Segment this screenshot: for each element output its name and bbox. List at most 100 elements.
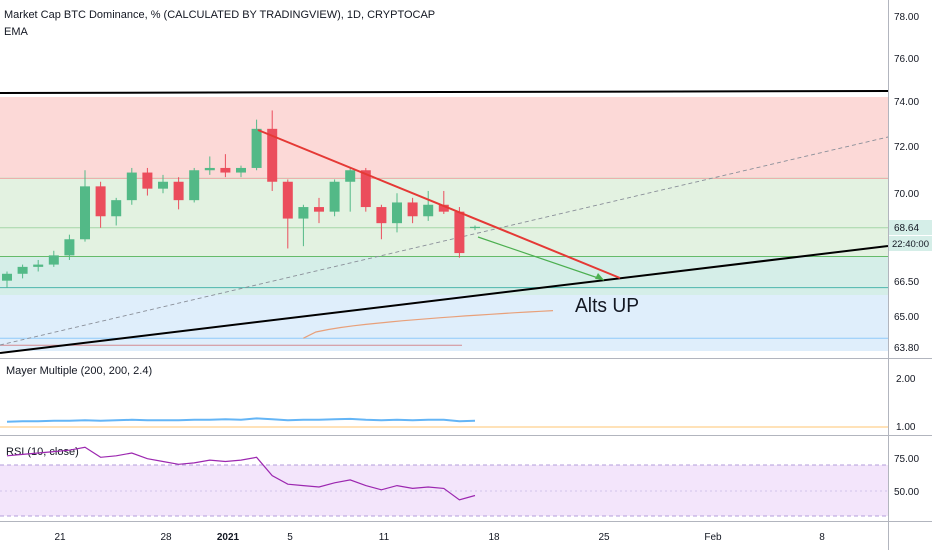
- candle-body: [236, 167, 246, 173]
- countdown-label: 22:40:00: [892, 239, 929, 250]
- candle-body: [158, 181, 168, 189]
- candle: [314, 197, 324, 224]
- candle: [80, 170, 90, 242]
- dashed-trend-line[interactable]: [0, 136, 889, 346]
- price-axis[interactable]: 78.00 76.00 74.00 72.00 70.00 66.50 65.0…: [889, 12, 932, 498]
- candle: [423, 190, 434, 221]
- current-price-label: 68.64: [894, 223, 919, 234]
- arrowhead-icon: [595, 273, 604, 280]
- candle: [470, 225, 480, 231]
- price-tick: 70.00: [894, 189, 919, 200]
- rsi-label[interactable]: RSI (10, close): [6, 446, 79, 458]
- mayer-tick: 1.00: [896, 422, 916, 433]
- candle-body: [376, 207, 387, 224]
- candle-body: [407, 202, 418, 217]
- candle-body: [423, 204, 434, 217]
- price-tick: 72.00: [894, 142, 919, 153]
- price-tick: 74.00: [894, 97, 919, 108]
- ema-curve: [303, 310, 554, 339]
- candle-body: [438, 204, 449, 212]
- candle: [376, 204, 387, 240]
- candle-body: [251, 128, 262, 168]
- time-tick: 25: [598, 532, 610, 543]
- top-horizontal-line[interactable]: [0, 90, 889, 94]
- candle: [17, 264, 28, 279]
- time-tick: Feb: [704, 532, 722, 543]
- time-tick: 18: [488, 532, 500, 543]
- rsi-band: [0, 465, 888, 516]
- candle: [220, 154, 231, 178]
- candle: [111, 197, 122, 226]
- rising-support-line[interactable]: [0, 245, 889, 354]
- candle: [158, 174, 168, 194]
- candle-body: [360, 170, 371, 208]
- candle: [189, 167, 200, 203]
- candle-body: [173, 181, 184, 201]
- candle: [64, 234, 75, 260]
- candle-body: [314, 207, 324, 212]
- mayer-tick: 2.00: [896, 374, 916, 385]
- candle-body: [470, 226, 480, 229]
- candle: [95, 181, 106, 228]
- candle: [392, 193, 402, 233]
- candle: [345, 167, 356, 212]
- mayer-label[interactable]: Mayer Multiple (200, 200, 2.4): [6, 365, 152, 377]
- candle-body: [17, 266, 28, 274]
- candle-body: [95, 186, 106, 217]
- candle: [2, 271, 12, 288]
- candles: [2, 110, 480, 288]
- current-price-badge: [889, 220, 932, 235]
- price-tick: 78.00: [894, 12, 919, 23]
- candle-body: [80, 186, 90, 240]
- price-tick: 65.00: [894, 312, 919, 323]
- candle: [142, 167, 153, 196]
- candle: [251, 119, 262, 171]
- mayer-series: [6, 417, 476, 423]
- descending-trend-line[interactable]: [257, 129, 621, 279]
- candle-body: [2, 273, 12, 281]
- annotation-alts-up[interactable]: Alts UP: [575, 295, 639, 317]
- candle: [454, 207, 465, 258]
- candle: [360, 167, 371, 212]
- candle: [126, 167, 137, 205]
- rsi-tick: 50.00: [894, 487, 919, 498]
- ema-indicator-label[interactable]: EMA: [4, 26, 28, 38]
- time-tick: 2021: [217, 532, 240, 543]
- candle: [329, 179, 340, 217]
- rsi-line: [6, 446, 476, 501]
- price-tick: 66.50: [894, 277, 919, 288]
- candle-body: [64, 239, 75, 256]
- projection-arrow[interactable]: [477, 236, 605, 281]
- candle-body: [298, 207, 309, 219]
- chart-title: Market Cap BTC Dominance, % (CALCULATED …: [4, 9, 436, 21]
- ema-line: [303, 310, 554, 339]
- candle-body: [204, 167, 215, 171]
- candle-body: [126, 172, 137, 201]
- countdown-badge: [889, 236, 932, 251]
- candle: [48, 250, 59, 267]
- candle: [236, 165, 246, 178]
- price-tick: 76.00: [894, 54, 919, 65]
- time-tick: 21: [54, 532, 66, 543]
- candle-body: [33, 264, 44, 267]
- candle-body: [329, 181, 340, 212]
- candle-body: [220, 167, 231, 173]
- candle: [173, 177, 184, 210]
- candle-body: [282, 181, 293, 219]
- candle-body: [454, 211, 465, 254]
- rsi-series: [6, 446, 476, 501]
- candle: [33, 259, 44, 272]
- candle: [204, 156, 215, 175]
- mayer-line: [6, 417, 476, 423]
- candle-body: [345, 170, 356, 182]
- candle-body: [142, 172, 153, 189]
- time-axis[interactable]: 21 28 2021 5 11 18 25 Feb 8: [54, 532, 825, 543]
- candle-body: [111, 200, 122, 217]
- time-tick: 28: [160, 532, 172, 543]
- time-tick: 5: [287, 532, 293, 543]
- candle: [282, 179, 293, 249]
- candle: [438, 190, 449, 214]
- time-tick: 11: [379, 532, 390, 543]
- candle: [407, 197, 418, 224]
- time-tick: 8: [819, 532, 825, 543]
